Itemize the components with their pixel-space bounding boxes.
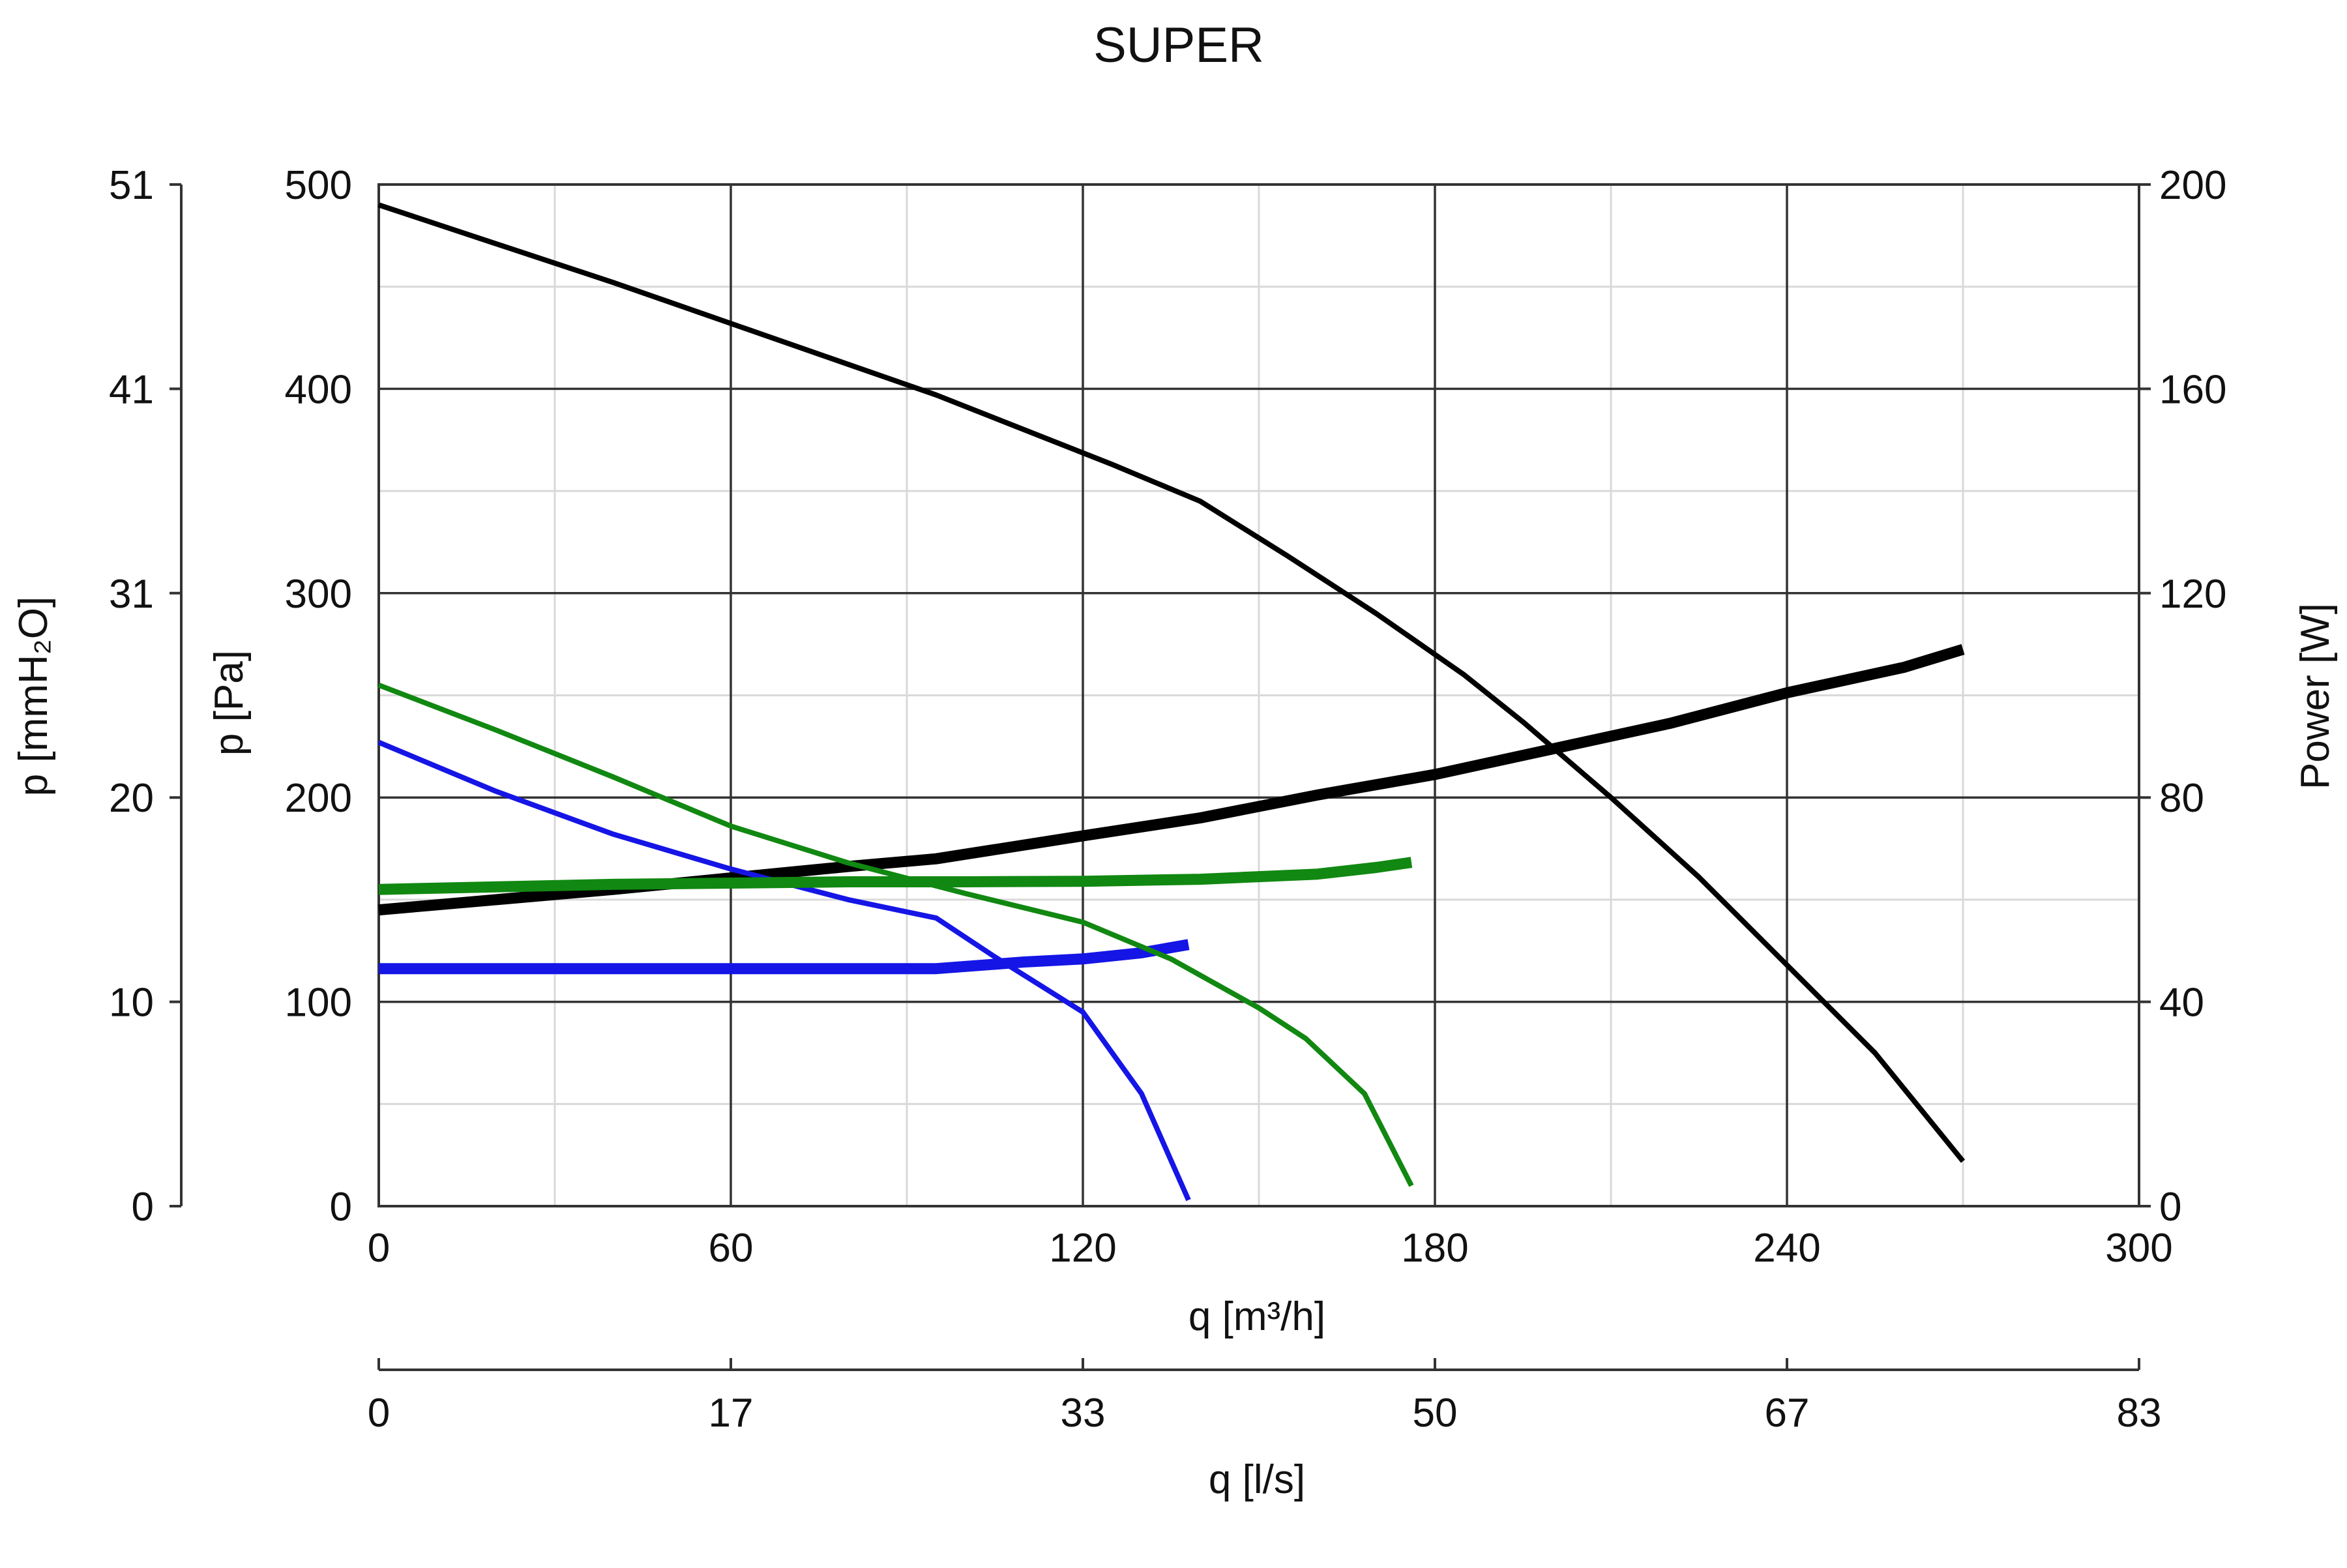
y-tick-label-power: 120 bbox=[2159, 572, 2226, 617]
x-tick-label-ls: 17 bbox=[709, 1391, 754, 1436]
y-tick-label-pa: 400 bbox=[285, 367, 352, 412]
y-tick-label-mmh2o: 41 bbox=[109, 367, 154, 412]
y-axis-label-pa: p [Pa] bbox=[207, 650, 252, 756]
y-tick-label-mmh2o: 10 bbox=[109, 981, 154, 1026]
grid bbox=[377, 183, 2140, 1207]
y-axis-label-power: Power [W] bbox=[2293, 603, 2338, 790]
x-tick-label-m3h: 180 bbox=[1401, 1226, 1468, 1271]
series bbox=[377, 202, 1966, 1202]
green-power-curve bbox=[378, 857, 1413, 895]
plot-frame bbox=[377, 183, 2140, 1207]
y-tick-label-power: 160 bbox=[2159, 367, 2226, 412]
y-tick-label-pa: 300 bbox=[285, 572, 352, 617]
y-tick-label-power: 200 bbox=[2159, 163, 2226, 208]
chart-title: SUPER bbox=[1093, 18, 1264, 73]
x-tick-label-m3h: 240 bbox=[1753, 1226, 1820, 1271]
y-tick-label-mmh2o: 0 bbox=[132, 1185, 154, 1230]
y-tick-label-mmh2o: 31 bbox=[109, 572, 154, 617]
x-tick-label-m3h: 120 bbox=[1049, 1226, 1116, 1271]
x-tick-label-ls: 33 bbox=[1061, 1391, 1106, 1436]
x-axis-label-ls: q [l/s] bbox=[1209, 1457, 1305, 1502]
x-axis-label-m3h: q [m³/h] bbox=[1188, 1294, 1325, 1339]
green-pressure-curve bbox=[377, 683, 1414, 1187]
x-tick-label-ls: 83 bbox=[2117, 1391, 2162, 1436]
y-tick-label-pa: 500 bbox=[285, 163, 352, 208]
y-tick-label-pa: 100 bbox=[285, 981, 352, 1026]
x-tick-label-ls: 50 bbox=[1413, 1391, 1458, 1436]
black-pressure-curve bbox=[377, 202, 1966, 1163]
x-tick-label-m3h: 0 bbox=[368, 1226, 390, 1271]
y-tick-label-power: 40 bbox=[2159, 981, 2204, 1026]
x-tick-label-m3h: 60 bbox=[709, 1226, 754, 1271]
y-tick-label-power: 0 bbox=[2159, 1185, 2181, 1230]
blue-pressure-curve bbox=[377, 739, 1191, 1202]
y-tick-label-pa: 0 bbox=[330, 1185, 352, 1230]
y-tick-label-power: 80 bbox=[2159, 776, 2204, 821]
x-tick-label-ls: 0 bbox=[368, 1391, 390, 1436]
y-tick-label-mmh2o: 20 bbox=[109, 776, 154, 821]
x-tick-label-m3h: 300 bbox=[2105, 1226, 2172, 1271]
x-tick-label-ls: 67 bbox=[1765, 1391, 1810, 1436]
y-tick-label-mmh2o: 51 bbox=[109, 163, 154, 208]
y-axis-label-mmh2o: p [mmH₂O] bbox=[11, 597, 56, 797]
black-power-curve bbox=[378, 643, 1965, 916]
blue-power-curve bbox=[379, 939, 1190, 975]
y-tick-label-pa: 200 bbox=[285, 776, 352, 821]
